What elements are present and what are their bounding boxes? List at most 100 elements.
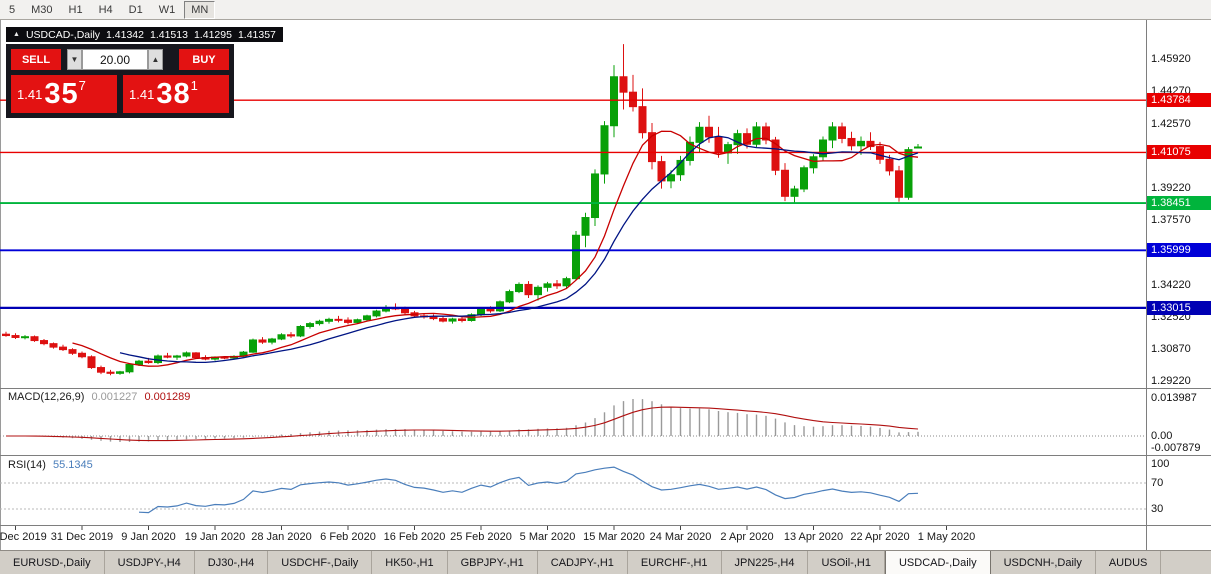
time-axis-label: 19 Jan 2020 [185,531,246,543]
chart-tab-gbpjpy-h1[interactable]: GBPJPY-,H1 [448,551,538,574]
candle [572,231,580,281]
volume-input[interactable] [82,49,148,70]
chart-tab-eurusd-daily[interactable]: EURUSD-,Daily [0,551,105,574]
candle [914,143,922,149]
candle [125,363,134,374]
time-axis: 22 Dec 2019 31 Dec 2019 9 Jan 2020 19 Jan 2… [0,526,975,543]
candle [838,122,846,144]
price-axis-label: 1.45920 [1151,53,1191,65]
chart-symbol-label: USDCAD-,Daily [25,28,101,41]
candle [363,314,371,322]
candle [581,212,590,248]
time-axis-label: 15 Mar 2020 [583,531,645,543]
candle [553,280,561,289]
volume-decrease-button[interactable]: ▼ [67,49,82,70]
ohlc-open: 1.41342 [106,28,144,41]
candle [800,165,808,193]
candle [629,74,637,112]
candle [610,65,618,138]
period-button-h4[interactable]: H4 [98,3,113,16]
period-button-mn[interactable]: MN [184,0,216,19]
volume-increase-button[interactable]: ▲ [148,49,163,70]
price-axis-label: 1.34220 [1151,278,1191,291]
rsi-value: 55.1345 [52,459,93,471]
candle [695,122,704,152]
chart-tab-jpn225-h4[interactable]: JPN225-,H4 [722,551,809,574]
candle [562,276,571,289]
candle [847,131,856,151]
candle [866,132,875,151]
candle [828,122,837,149]
macd-value-main: 0.001227 [91,391,138,403]
period-button-5[interactable]: 5 [9,3,16,16]
chart-marker-icon: ▲ [13,31,20,38]
macd-signal-line [6,406,919,442]
bid-pips: 35 [44,78,79,110]
price-axis: 1.459201.442701.425701.409201.392201.375… [1146,20,1211,550]
candle [30,335,39,342]
candle [439,315,447,323]
candle [306,322,314,329]
candle [249,338,257,353]
candle [315,319,324,326]
ask-price-display[interactable]: 1.41 38 1 [123,75,229,113]
candle [515,282,523,294]
candle [59,344,67,351]
ask-point: 1 [190,78,198,93]
rsi-axis-label: 100 [1151,457,1170,470]
rsi-title: RSI(14) [8,459,46,471]
period-button-w1[interactable]: W1 [158,3,176,16]
chart-tab-usdcnh-daily[interactable]: USDCNH-,Daily [991,551,1096,574]
macd-histogram [14,399,919,442]
chart-tab-usoil-h1[interactable]: USOil-,H1 [808,551,885,574]
price-axis-label: 1.30870 [1151,343,1191,356]
trade-controls-row: SELL ▼ ▲ BUY [11,49,229,70]
chart-canvas[interactable]: 22 Dec 2019 31 Dec 2019 9 Jan 2020 19 Jan 2… [0,20,1146,550]
chart-tab-cadjpy-h1[interactable]: CADJPY-,H1 [538,551,628,574]
chart-tab-hk50-h1[interactable]: HK50-,H1 [372,551,448,574]
candle [895,165,903,202]
macd-axis-label: 0.013987 [1151,392,1197,404]
candle [819,136,827,162]
price-axis-label: 1.37570 [1151,214,1191,227]
panel-divider-macd-rsi[interactable] [0,455,1211,456]
candle [116,370,124,375]
buy-button[interactable]: BUY [179,49,229,70]
price-axis-label: 1.39220 [1151,182,1191,195]
chart-tab-usdjpy-h4[interactable]: USDJPY-,H4 [105,551,195,574]
chart-tab-usdchf-daily[interactable]: USDCHF-,Daily [268,551,373,574]
chart-ohlc-header: ▲ USDCAD-,Daily 1.41342 1.41513 1.41295 … [6,27,283,42]
price-axis-label: 1.29220 [1151,375,1191,388]
candle [277,333,286,341]
sell-button[interactable]: SELL [11,49,61,70]
candle [2,331,10,337]
ohlc-high: 1.41513 [150,28,188,41]
ohlc-low: 1.41295 [193,28,232,41]
candle [192,352,200,359]
candle [458,316,466,323]
timeframe-toolbar: 5 M30 H1 H4 D1 W1 MN [0,0,1211,20]
chart-tab-usdcad-daily[interactable]: USDCAD-,Daily [884,551,991,574]
chart-tab-audus[interactable]: AUDUS [1096,551,1162,574]
time-axis-label: 6 Feb 2020 [320,531,376,543]
time-axis-label: 13 Apr 2020 [784,531,843,543]
candle [809,154,818,174]
rsi-label: RSI(14) 55.1345 [8,459,97,471]
ask-pips: 38 [156,78,191,110]
panel-divider-rsi-time[interactable] [0,525,1211,526]
candle [40,339,48,346]
candle [11,333,20,340]
period-button-m30[interactable]: M30 [31,3,53,16]
period-button-d1[interactable]: D1 [128,3,143,16]
macd-label: MACD(12,26,9) 0.001227 0.001289 [8,391,194,403]
candle [638,88,647,139]
chart-tab-dj30-h4[interactable]: DJ30-,H4 [195,551,269,574]
ohlc-close: 1.41357 [237,28,276,41]
bid-price-display[interactable]: 1.41 35 7 [11,75,117,113]
chart-tab-eurchf-h1[interactable]: EURCHF-,H1 [628,551,722,574]
candle [372,309,381,318]
period-button-h1[interactable]: H1 [68,3,83,16]
panel-divider-main-macd[interactable] [0,388,1211,389]
candle [334,315,343,323]
